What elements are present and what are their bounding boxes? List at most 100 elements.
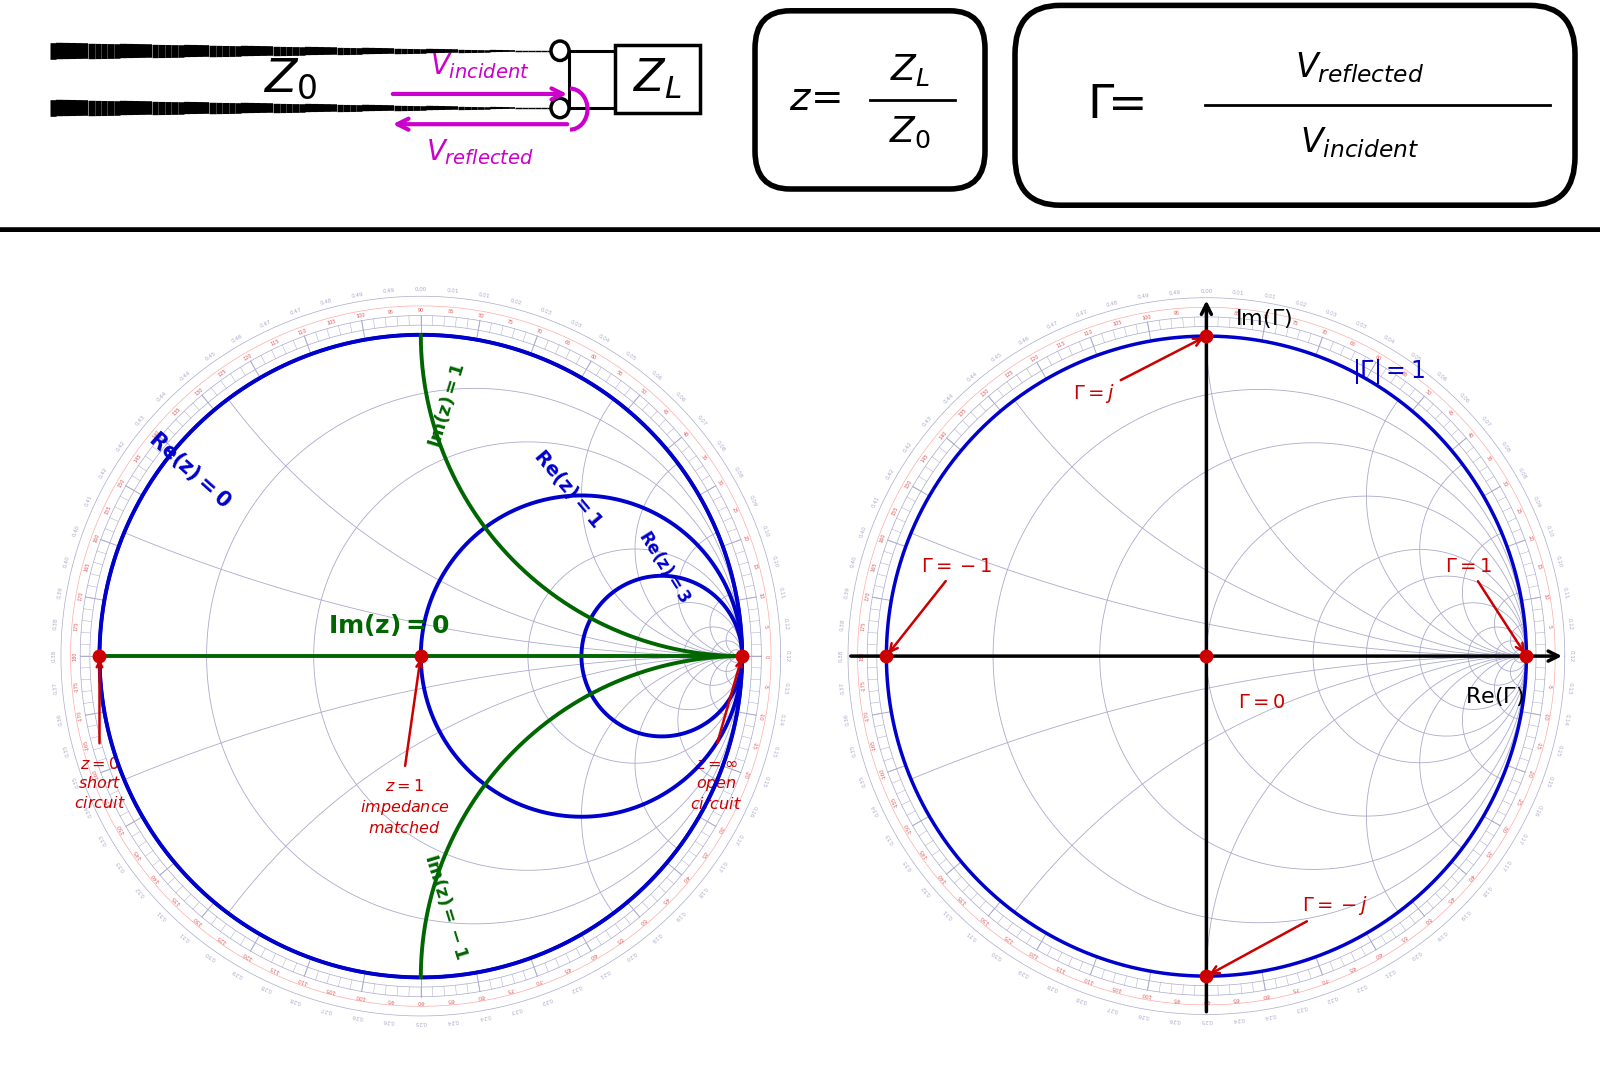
Text: $z=0$
$short$
$circuit$: $z=0$ $short$ $circuit$ (74, 756, 125, 812)
Text: 155: 155 (104, 504, 112, 515)
Text: 0.08: 0.08 (715, 440, 726, 453)
Text: 0.27: 0.27 (1106, 1004, 1118, 1012)
Text: 0.12: 0.12 (1568, 650, 1574, 662)
Text: -130: -130 (194, 915, 205, 927)
Text: 0.00: 0.00 (1200, 288, 1213, 294)
Text: 100: 100 (355, 313, 366, 320)
Text: 40: 40 (1466, 431, 1474, 438)
Circle shape (550, 41, 570, 60)
Text: 80: 80 (1262, 314, 1270, 321)
Text: -150: -150 (904, 822, 914, 834)
Text: 0.10: 0.10 (771, 555, 779, 568)
Text: -140: -140 (938, 872, 949, 883)
Text: 0.19: 0.19 (650, 931, 662, 943)
FancyBboxPatch shape (614, 45, 701, 113)
Text: -45: -45 (661, 895, 670, 905)
Text: 0.01: 0.01 (478, 292, 491, 299)
Text: 45: 45 (1446, 409, 1454, 417)
Text: 0.48: 0.48 (1106, 300, 1118, 308)
Text: 0.04: 0.04 (597, 334, 611, 345)
Text: 15: 15 (1536, 564, 1542, 570)
Text: 0.08: 0.08 (1499, 441, 1510, 454)
Text: 125: 125 (1003, 369, 1014, 379)
Text: 135: 135 (958, 408, 968, 418)
Text: 0.26: 0.26 (1168, 1016, 1181, 1023)
Text: 105: 105 (326, 319, 336, 326)
Text: 0.20: 0.20 (1410, 949, 1422, 960)
Text: 15: 15 (752, 563, 758, 570)
Text: 0.40: 0.40 (850, 555, 858, 568)
Text: $\Gamma=0$: $\Gamma=0$ (1238, 694, 1286, 713)
Text: 0: 0 (763, 654, 768, 658)
Text: -120: -120 (1029, 949, 1040, 959)
Text: 0.33: 0.33 (115, 860, 126, 873)
Text: -30: -30 (1501, 823, 1509, 833)
Text: 10: 10 (1542, 593, 1549, 599)
Text: $V_{reflected}$: $V_{reflected}$ (1296, 50, 1424, 85)
Text: 35: 35 (699, 454, 707, 462)
Text: 130: 130 (981, 388, 990, 397)
Text: -10: -10 (758, 712, 765, 720)
Text: 145: 145 (920, 454, 930, 464)
Text: 0.10: 0.10 (760, 524, 770, 538)
Text: 0.47: 0.47 (1075, 309, 1088, 318)
Text: 0.27: 0.27 (320, 1005, 333, 1014)
Text: 0.34: 0.34 (83, 805, 94, 818)
Polygon shape (99, 335, 742, 977)
Text: 165: 165 (83, 562, 91, 572)
Text: 0.26: 0.26 (1136, 1012, 1149, 1018)
Polygon shape (886, 336, 1526, 976)
Text: -100: -100 (1141, 991, 1152, 998)
Text: 145: 145 (133, 453, 142, 463)
Text: 0.17: 0.17 (1499, 859, 1510, 872)
Text: 75: 75 (507, 320, 514, 326)
Text: -75: -75 (506, 986, 515, 994)
Text: 0.40: 0.40 (859, 525, 869, 538)
Text: 55: 55 (1400, 370, 1408, 378)
Text: 0.38: 0.38 (840, 618, 846, 631)
Text: 0.49: 0.49 (350, 292, 363, 299)
Text: $\mathbf{Im(z) = -1}$: $\mathbf{Im(z) = -1}$ (421, 851, 472, 962)
Text: 70: 70 (1320, 329, 1328, 336)
Text: 0.25: 0.25 (414, 1020, 427, 1025)
Text: 0.33: 0.33 (98, 833, 109, 846)
Text: $Z_0$: $Z_0$ (262, 56, 317, 102)
Text: -90: -90 (1203, 998, 1210, 1002)
Text: 135: 135 (171, 407, 182, 417)
Text: 45: 45 (661, 408, 669, 416)
Text: 0.03: 0.03 (1354, 321, 1366, 330)
Text: 0.28: 0.28 (1075, 995, 1088, 1003)
Text: 0.02: 0.02 (1294, 300, 1307, 308)
Text: -50: -50 (1422, 915, 1432, 924)
Circle shape (550, 98, 570, 118)
Text: $\Gamma=1$: $\Gamma=1$ (1445, 558, 1523, 651)
Text: 25: 25 (730, 507, 738, 514)
Text: 0.38: 0.38 (53, 618, 59, 631)
Text: 50: 50 (1424, 389, 1432, 396)
Text: 40: 40 (682, 430, 690, 438)
Text: 0.18: 0.18 (696, 886, 707, 897)
Text: 0.40: 0.40 (62, 555, 70, 568)
Text: 0.35: 0.35 (850, 744, 858, 757)
Text: $V_{reflected}$: $V_{reflected}$ (426, 137, 534, 167)
Text: -5: -5 (1546, 684, 1552, 689)
Text: 0.28: 0.28 (259, 983, 272, 993)
Text: 35: 35 (1485, 455, 1493, 463)
Text: 0.11: 0.11 (1562, 586, 1570, 599)
Text: 95: 95 (1173, 311, 1179, 316)
Text: 0.22: 0.22 (1325, 995, 1338, 1003)
Text: 0.45: 0.45 (205, 351, 218, 362)
Text: -125: -125 (216, 934, 229, 944)
Text: 85: 85 (448, 309, 454, 314)
Text: 0.42: 0.42 (902, 441, 914, 454)
Text: 150: 150 (117, 478, 126, 489)
Text: 65: 65 (1347, 341, 1355, 348)
Text: -140: -140 (150, 873, 162, 885)
Text: 0.49: 0.49 (1168, 289, 1181, 296)
Text: 0.31: 0.31 (966, 930, 978, 942)
Text: -95: -95 (1173, 996, 1181, 1001)
Text: 0.08: 0.08 (1517, 468, 1528, 481)
Text: -155: -155 (102, 796, 112, 808)
Text: $\mathrm{Re}(\Gamma)$: $\mathrm{Re}(\Gamma)$ (1466, 685, 1523, 707)
Text: 120: 120 (243, 352, 253, 362)
